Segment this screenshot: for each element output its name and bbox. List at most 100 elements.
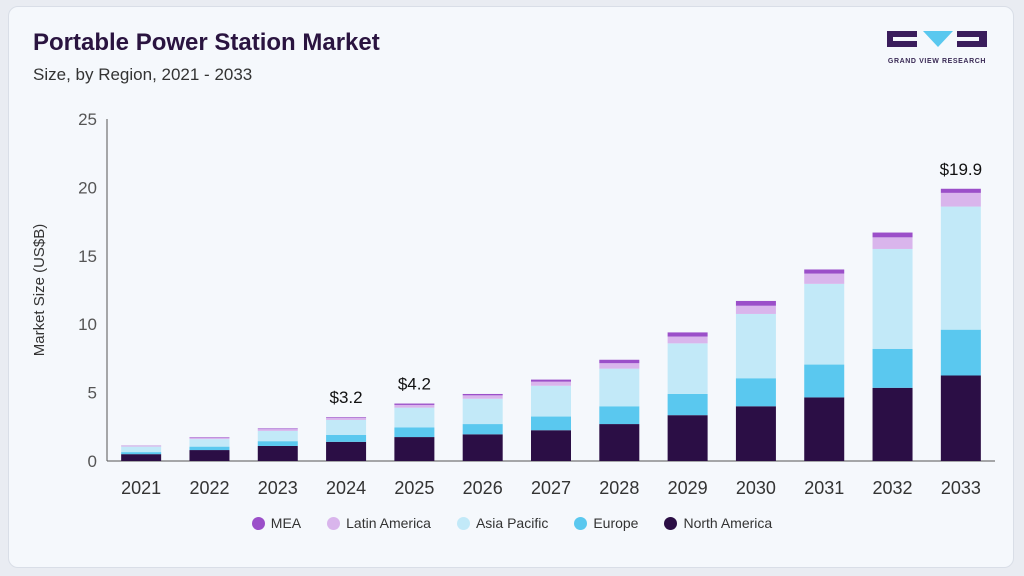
bar-segment-europe [735, 378, 776, 407]
data-label: $3.2 [330, 388, 363, 407]
bar-segment-asia-pacific [735, 313, 776, 379]
bar-segment-europe [599, 406, 640, 425]
bar-segment-asia-pacific [599, 368, 640, 407]
data-label: $4.2 [398, 375, 431, 394]
bar-segment-latin-america [735, 305, 776, 314]
bar-segment-north-america [326, 441, 367, 461]
bar-segment-mea [394, 403, 435, 405]
x-tick-label: 2027 [531, 478, 571, 498]
x-tick-label: 2021 [121, 478, 161, 498]
bar-segment-asia-pacific [121, 446, 162, 453]
bar-segment-asia-pacific [257, 430, 298, 442]
bar-segment-north-america [872, 387, 913, 461]
bar-segment-latin-america [121, 445, 162, 447]
data-label: $19.9 [940, 160, 983, 179]
bar-segment-europe [531, 416, 571, 431]
x-tick-label: 2022 [189, 478, 229, 498]
bar-segment-europe [189, 446, 230, 451]
bar-segment-mea [872, 232, 913, 238]
bar-segment-asia-pacific [189, 439, 230, 447]
x-tick-label: 2029 [668, 478, 708, 498]
y-axis-title: Market Size (US$B) [31, 224, 48, 357]
bar-segment-latin-america [394, 404, 435, 408]
logo-mark-icon [887, 31, 987, 47]
chart-legend: MEA Latin America Asia Pacific Europe North … [9, 515, 1015, 531]
bar-segment-europe [394, 427, 435, 438]
bar-segment-mea [940, 188, 981, 193]
bar-segment-north-america [462, 434, 503, 461]
legend-item: Latin America [327, 515, 431, 531]
bar-segment-asia-pacific [872, 248, 913, 349]
bar-segment-latin-america [257, 429, 298, 431]
bar-segment-europe [940, 329, 981, 376]
bar-segment-north-america [189, 450, 230, 461]
bar-segment-mea [531, 379, 571, 382]
legend-swatch [456, 516, 470, 530]
bar-segment-latin-america [462, 395, 503, 399]
bar-segment-latin-america [940, 192, 981, 207]
x-tick-label: 2033 [941, 478, 981, 498]
bar-segment-asia-pacific [394, 407, 435, 428]
bar-segment-latin-america [872, 237, 913, 249]
legend-label: Latin America [346, 515, 431, 531]
bar-segment-latin-america [326, 417, 367, 420]
legend-swatch [574, 516, 588, 530]
x-tick-label: 2032 [873, 478, 913, 498]
y-tick-label: 5 [88, 384, 97, 403]
bar-segment-europe [804, 364, 845, 398]
bar-segment-mea [326, 417, 367, 418]
bar-segment-north-america [121, 454, 162, 461]
bar-segment-latin-america [804, 273, 845, 284]
x-tick-label: 2028 [599, 478, 639, 498]
legend-label: North America [683, 515, 773, 531]
bar-segment-asia-pacific [667, 343, 708, 394]
legend-label: Europe [593, 515, 639, 531]
chart-title: Portable Power Station Market [33, 29, 380, 56]
bar-segment-north-america [940, 375, 981, 461]
bar-segment-europe [257, 441, 298, 446]
bar-segment-europe [667, 393, 708, 416]
legend-label: Asia Pacific [475, 515, 549, 531]
y-tick-label: 25 [78, 110, 97, 129]
bar-segment-mea [462, 393, 503, 396]
bar-segment-north-america [257, 445, 298, 461]
bar-segment-europe [326, 435, 367, 442]
bar-segment-mea [599, 359, 640, 364]
legend-swatch [327, 516, 341, 530]
bar-segment-north-america [394, 437, 435, 461]
bar-segment-asia-pacific [531, 385, 571, 417]
x-tick-label: 2025 [394, 478, 434, 498]
x-tick-label: 2030 [736, 478, 776, 498]
y-tick-label: 20 [78, 178, 97, 197]
bar-segment-mea [735, 300, 776, 306]
bar-segment-latin-america [531, 381, 571, 386]
bar-segment-asia-pacific [326, 419, 367, 436]
x-tick-label: 2026 [463, 478, 503, 498]
legend-item: Asia Pacific [456, 515, 549, 531]
bar-segment-asia-pacific [804, 283, 845, 365]
bar-segment-latin-america [599, 363, 640, 369]
bar-segment-latin-america [189, 437, 230, 440]
bar-segment-mea [804, 269, 845, 274]
x-tick-label: 2023 [258, 478, 298, 498]
bar-segment-mea [189, 437, 230, 438]
legend-swatch [251, 516, 265, 530]
bar-segment-mea [257, 428, 298, 430]
y-tick-label: 0 [88, 452, 97, 471]
bar-segment-north-america [667, 415, 708, 461]
legend-item: MEA [251, 515, 302, 531]
bar-segment-asia-pacific [940, 206, 981, 330]
x-tick-label: 2031 [804, 478, 844, 498]
legend-item: Europe [574, 515, 638, 531]
chart-card: Portable Power Station Market Size, by R… [8, 6, 1014, 568]
legend-label: MEA [270, 515, 302, 531]
legend-swatch [664, 516, 678, 530]
bar-segment-north-america [804, 397, 845, 461]
legend-item: North America [664, 515, 772, 531]
bar-segment-europe [121, 452, 162, 455]
bar-segment-asia-pacific [462, 398, 503, 425]
x-tick-label: 2024 [326, 478, 366, 498]
bar-segment-mea [667, 332, 708, 337]
y-tick-label: 15 [78, 247, 97, 266]
